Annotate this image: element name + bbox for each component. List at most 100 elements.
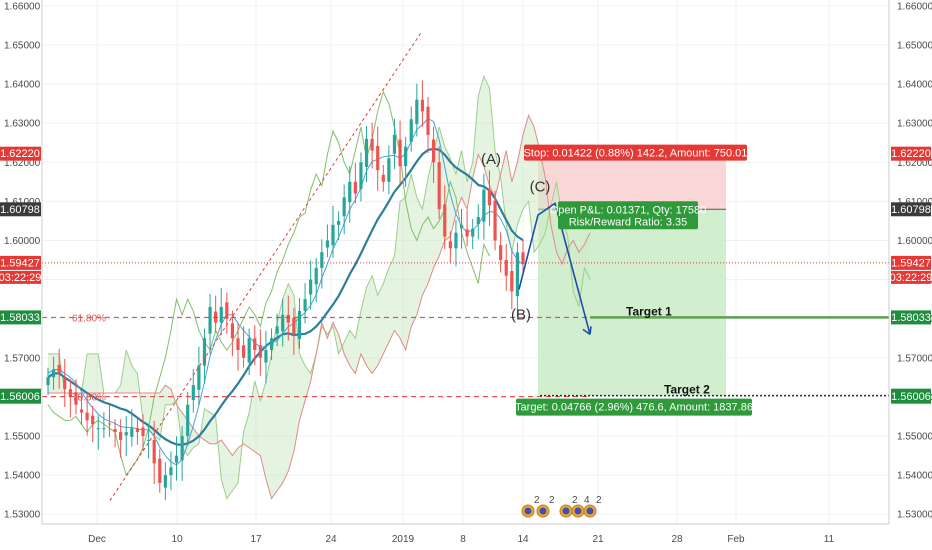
candle-body: [63, 378, 67, 390]
stop-zone: [538, 153, 726, 210]
event-icon-core: [562, 507, 570, 515]
candle-body: [471, 228, 475, 237]
candle-body: [364, 138, 369, 167]
candle-body: [230, 323, 235, 339]
y-tick-label-left: 1.53000: [4, 510, 41, 521]
candle-body: [174, 455, 179, 463]
pnl-label-box: [558, 201, 698, 230]
candle-body: [186, 404, 190, 437]
candle-body: [113, 428, 117, 433]
y-tick-label-right: 1.63000: [897, 119, 932, 130]
x-tick-label: Dec: [88, 534, 106, 545]
fib-label: 61.80%: [72, 313, 106, 324]
event-icon-core: [524, 507, 532, 515]
candle-body: [392, 134, 397, 154]
x-tick-label: 17: [250, 534, 262, 545]
price-marker-box-left: [0, 389, 41, 404]
candle-body: [454, 232, 458, 249]
candle-body: [225, 302, 229, 319]
cloud-fill: [48, 76, 591, 499]
candle-body: [415, 99, 419, 124]
target-zone: [538, 209, 726, 396]
x-tick-label: 21: [592, 534, 604, 545]
y-tick-label-right: 1.64000: [897, 80, 932, 91]
candle-body: [297, 310, 302, 340]
candle-body: [51, 369, 56, 378]
candle-body: [431, 139, 436, 163]
target-label: Target 2: [664, 383, 710, 397]
y-tick-label-left: 1.54000: [4, 471, 41, 482]
candle-body: [202, 338, 207, 366]
candle-body: [303, 299, 307, 311]
candle-body: [381, 174, 385, 182]
candle-body: [269, 338, 274, 350]
candle-body: [79, 409, 84, 413]
candle-body: [376, 145, 380, 171]
indicator-lines: [47, 90, 524, 477]
candle-body: [292, 317, 296, 335]
position-zones: [538, 153, 726, 396]
x-tick-label: 28: [671, 534, 683, 545]
candle-body: [459, 224, 464, 228]
candle-body: [409, 119, 413, 142]
candle-body: [331, 224, 335, 246]
price-marker-value-left: 1.60798: [0, 204, 40, 216]
price-marker-value-left: 1.59427: [0, 257, 40, 269]
candle-body: [241, 345, 246, 358]
candle-body: [68, 389, 72, 397]
y-tick-label-left: 1.65000: [4, 40, 41, 51]
candle-body: [130, 428, 134, 437]
candle-body: [353, 181, 357, 194]
candle-body: [493, 200, 497, 241]
candle-body: [85, 412, 89, 421]
candle-body: [264, 349, 268, 363]
price-marker-box: [891, 310, 931, 325]
y-tick-label-right: 1.53000: [897, 510, 932, 521]
countdown-text: 03:22:29: [890, 272, 932, 284]
candle-body: [141, 427, 145, 437]
y-tick-label-left: 1.63000: [4, 119, 41, 130]
candle-body: [482, 189, 486, 222]
candle-body: [169, 467, 173, 476]
y-tick-label-right: 1.65000: [897, 40, 932, 51]
candle-body: [208, 306, 212, 334]
y-tick-label-right: 1.54000: [897, 471, 932, 482]
candle-body: [286, 314, 290, 323]
candle-body: [336, 220, 341, 225]
price-marker-value-left: 1.56006: [0, 391, 40, 403]
candle-body: [152, 439, 156, 464]
y-tick-label-right: 1.60000: [897, 236, 932, 247]
event-icon: 4: [571, 495, 590, 518]
wave-label: (C): [530, 179, 551, 196]
y-tick-label-left: 1.57000: [4, 353, 41, 364]
stop-label-text: Stop: 0.01422 (0.88%) 142.2, Amount: 750…: [524, 148, 748, 160]
candle-body: [236, 338, 240, 350]
candle-body: [281, 314, 285, 332]
y-tick-label-left: 1.66000: [4, 1, 41, 12]
candle-body: [476, 217, 480, 225]
candle-body: [448, 241, 452, 249]
x-tick-label: 14: [517, 534, 529, 545]
x-tick-label: 11: [824, 534, 835, 545]
candle-body: [314, 267, 318, 285]
candle-body: [443, 204, 447, 237]
y-tick-label-right: 1.55000: [897, 432, 932, 443]
candle-body: [163, 475, 167, 488]
event-icon-count: 2: [572, 495, 578, 506]
candle-body: [46, 377, 50, 386]
candle-body: [258, 345, 262, 358]
candle-body: [521, 252, 525, 264]
event-icon: 2: [583, 495, 602, 518]
price-marker-box: [891, 202, 931, 217]
moving-average-line: [47, 147, 524, 446]
event-icon-count: 2: [596, 495, 602, 506]
candle-body: [325, 240, 330, 248]
event-icon-count: 2: [549, 495, 555, 506]
wave-label: (B): [511, 306, 531, 323]
pnl-label-text: Risk/Reward Ratio: 3.35: [569, 216, 688, 228]
projection-arrow: [518, 202, 591, 335]
candle-body: [180, 436, 184, 461]
candle-body: [197, 365, 201, 390]
price-marker-box: [891, 389, 931, 404]
